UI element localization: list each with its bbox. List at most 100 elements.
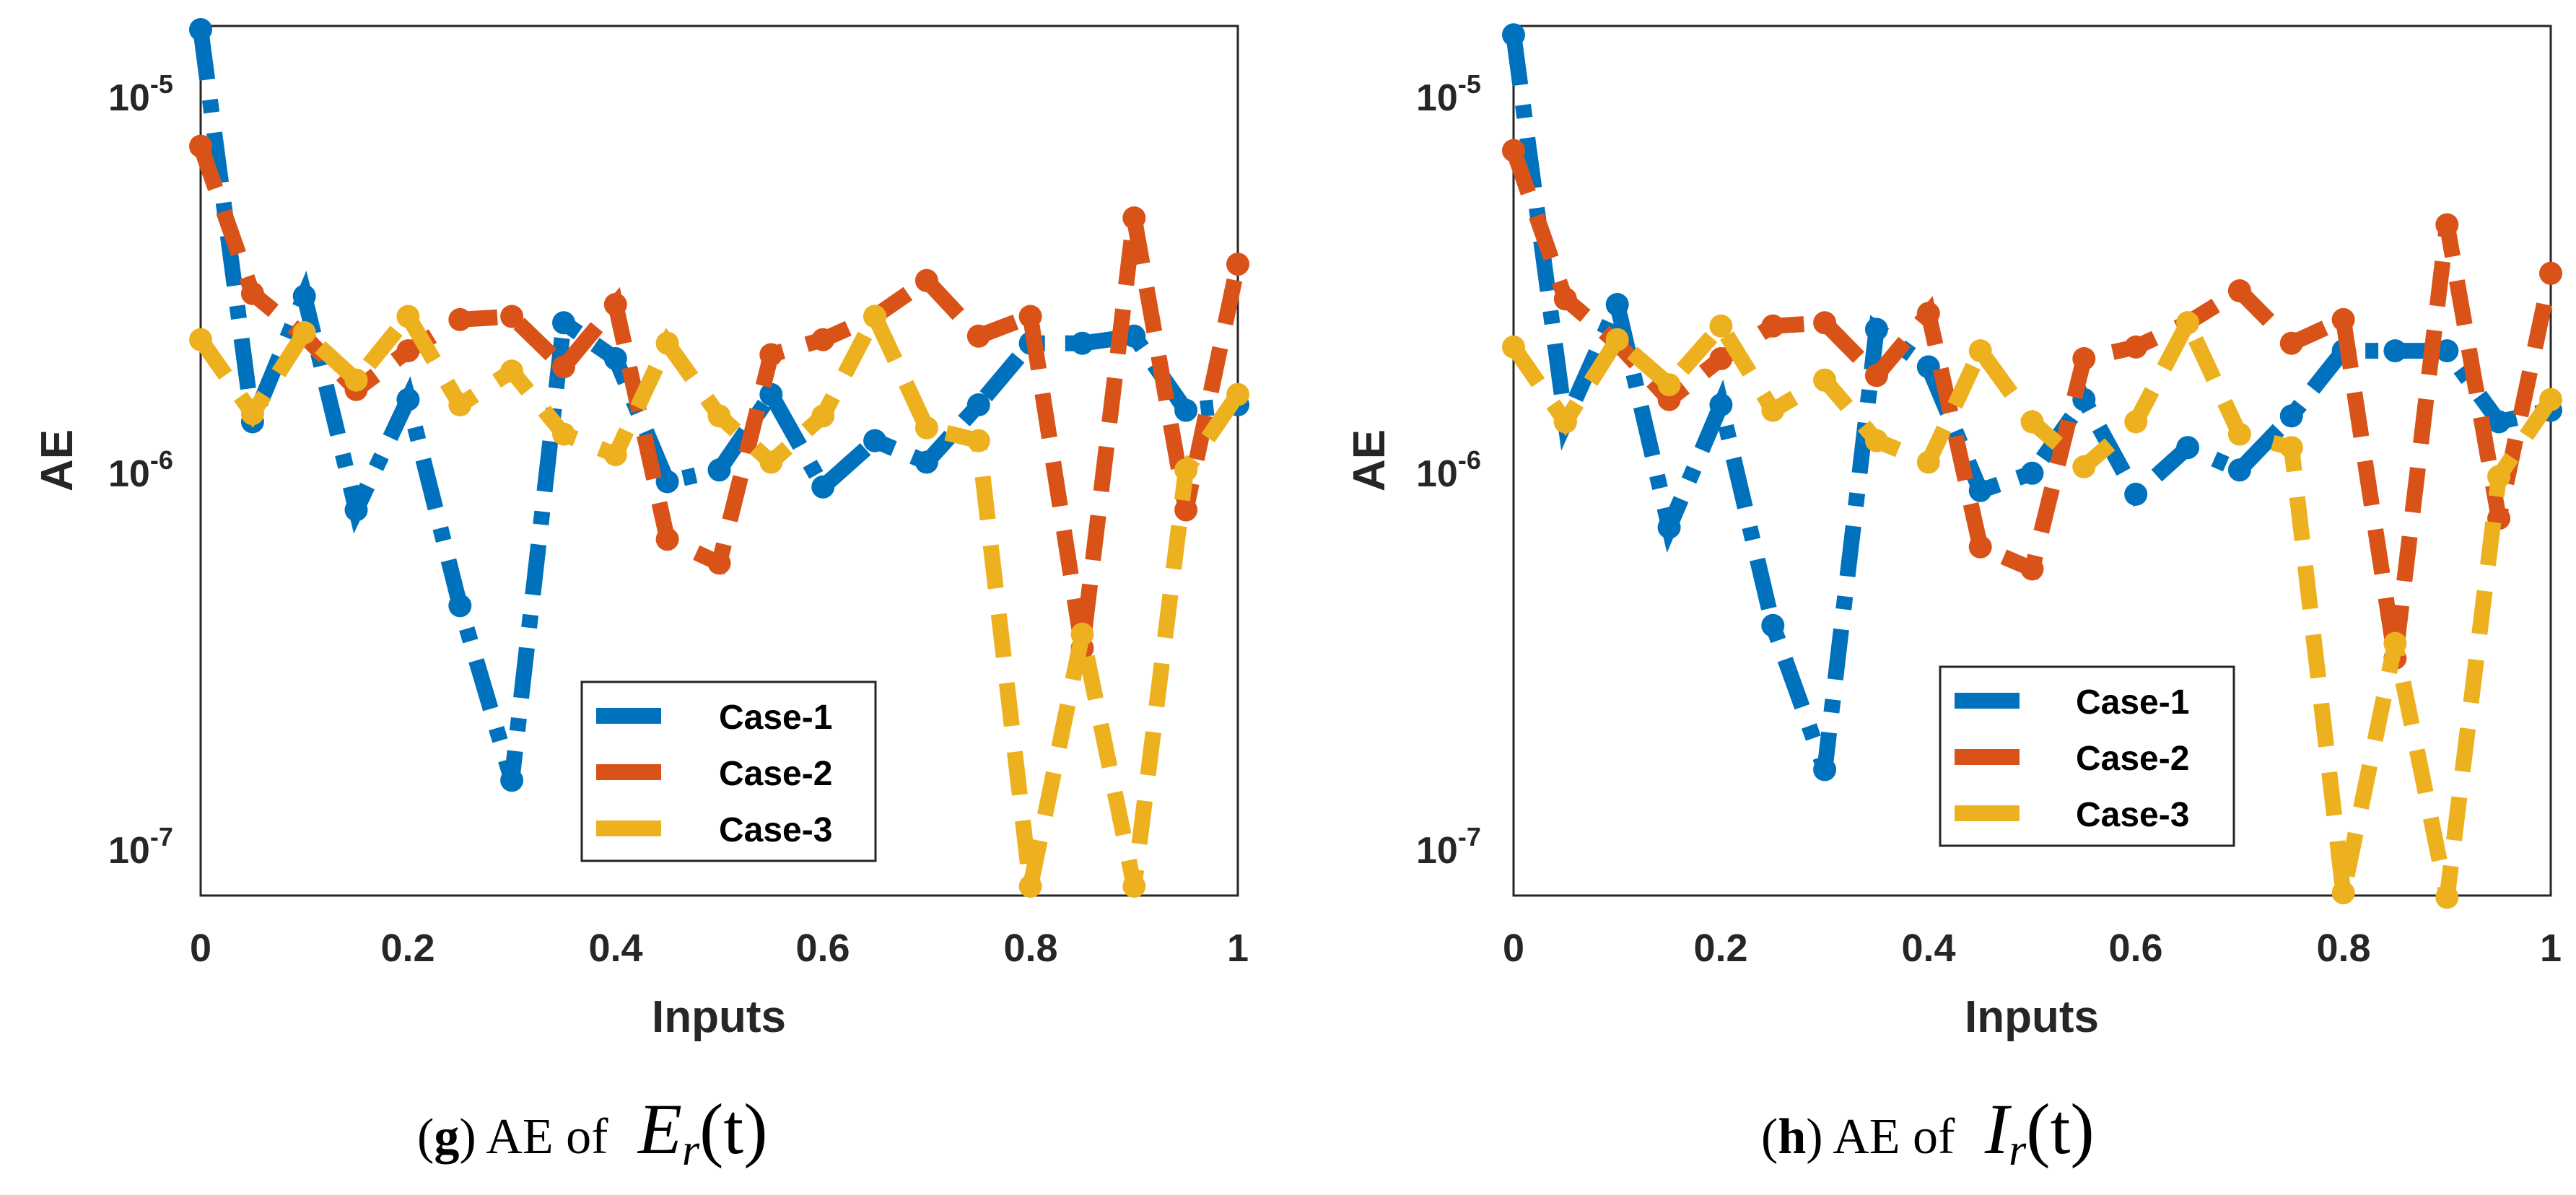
data-point-case-1 [2435, 339, 2459, 363]
data-point-case-2 [396, 339, 420, 363]
data-point-case-2 [707, 551, 731, 575]
data-point-case-2 [189, 134, 212, 158]
data-point-case-1 [448, 594, 472, 618]
data-point-case-3 [966, 429, 990, 452]
data-point-case-3 [1018, 875, 1042, 898]
data-point-case-1 [344, 498, 368, 522]
x-axis-label-h: Inputs [1965, 992, 2099, 1042]
x-tick-labels-g: 0 0.2 0.4 0.6 0.8 1 [190, 927, 1249, 970]
data-point-case-2 [552, 355, 575, 379]
data-point-case-1 [966, 393, 990, 416]
x-tick-label: 1 [1227, 927, 1249, 970]
data-point-case-1 [2383, 339, 2407, 363]
caption-h: (h) AE of Ir(t) [1761, 1089, 2095, 1175]
data-point-case-3 [863, 305, 887, 328]
chart-panel-g: 10-7 10-6 10-5 0 0.2 0.4 0.6 0.8 1 Input… [32, 18, 1249, 1175]
data-point-case-3 [1553, 410, 1577, 434]
series-layer-h [1502, 23, 2562, 909]
series-layer-g [189, 18, 1249, 898]
legend-label-case-3: Case-3 [2076, 796, 2189, 834]
y-tick-label: 10-6 [1416, 445, 1481, 495]
data-point-case-3 [655, 331, 679, 355]
data-point-case-3 [707, 404, 731, 428]
legend-label-case-2: Case-2 [719, 755, 832, 793]
legend-label-case-2: Case-2 [2076, 740, 2189, 778]
y-axis-label-h: AE [1345, 429, 1394, 491]
data-point-case-1 [1813, 758, 1837, 782]
legend-item-case-2: Case-2 [1955, 740, 2189, 778]
x-tick-label: 0.2 [1693, 927, 1747, 970]
data-point-case-3 [1709, 314, 1733, 338]
data-point-case-2 [2072, 347, 2096, 370]
data-point-case-2 [1761, 314, 1785, 338]
data-point-case-1 [1761, 613, 1785, 637]
y-tick-label: 10-5 [108, 69, 173, 119]
data-point-case-3 [1122, 875, 1146, 898]
legend-h: Case-1 Case-2 Case-3 [1939, 665, 2235, 847]
chart-panel-h: 10-7 10-6 10-5 0 0.2 0.4 0.6 0.8 1 Input… [1345, 23, 2562, 1175]
data-point-case-3 [500, 359, 524, 383]
data-point-case-1 [292, 284, 316, 308]
data-point-case-3 [2539, 388, 2562, 411]
data-point-case-2 [2279, 331, 2303, 355]
data-point-case-3 [1916, 450, 1940, 474]
data-point-case-2 [1174, 498, 1198, 522]
y-tick-labels-g: 10-7 10-6 10-5 [108, 69, 173, 872]
data-point-case-1 [1709, 393, 1733, 416]
data-point-case-1 [552, 311, 575, 335]
data-point-case-2 [1018, 305, 1042, 328]
data-point-case-3 [1657, 373, 1681, 397]
data-point-case-1 [500, 769, 524, 792]
data-point-case-1 [2020, 461, 2044, 485]
data-point-case-3 [1070, 622, 1094, 646]
data-point-case-3 [1864, 429, 1888, 452]
data-point-case-3 [1226, 382, 1249, 406]
data-point-case-1 [1657, 515, 1681, 539]
data-point-case-3 [759, 450, 783, 474]
y-tick-label: 10-5 [1416, 69, 1481, 119]
data-point-case-2 [2227, 279, 2251, 302]
data-point-case-2 [2124, 335, 2148, 359]
data-point-case-3 [189, 328, 212, 351]
legend-label-case-1: Case-1 [2076, 683, 2189, 722]
x-tick-label: 0.4 [588, 927, 642, 970]
data-point-case-1 [1502, 23, 1525, 47]
data-point-case-2 [1226, 253, 1249, 276]
data-point-case-3 [603, 443, 627, 467]
data-point-case-2 [2020, 557, 2044, 581]
data-point-case-1 [1174, 398, 1198, 422]
data-point-case-1 [1070, 331, 1094, 355]
data-point-case-3 [344, 368, 368, 392]
data-point-case-2 [2435, 213, 2459, 237]
data-point-case-2 [1122, 206, 1146, 229]
legend-label-case-3: Case-3 [719, 811, 832, 849]
data-point-case-2 [1968, 535, 1992, 559]
data-point-case-2 [759, 343, 783, 367]
data-point-case-3 [2331, 881, 2355, 905]
data-point-case-2 [1864, 364, 1888, 388]
data-point-case-1 [1605, 293, 1629, 316]
caption-g: (g) AE of Er(t) [417, 1089, 768, 1175]
data-point-case-1 [914, 450, 938, 474]
data-point-case-1 [1968, 478, 1992, 502]
data-point-case-3 [1813, 368, 1837, 392]
x-tick-label: 0.6 [2108, 927, 2162, 970]
legend-item-case-3: Case-3 [1955, 796, 2189, 834]
x-tick-label: 1 [2540, 927, 2562, 970]
data-point-case-1 [396, 388, 420, 411]
data-point-case-3 [914, 416, 938, 439]
x-tick-label: 0.4 [1901, 927, 1955, 970]
data-point-case-2 [655, 528, 679, 551]
x-tick-label: 0.8 [2316, 927, 2370, 970]
data-point-case-3 [2020, 410, 2044, 434]
data-point-case-3 [1761, 398, 1785, 422]
data-point-case-1 [811, 475, 835, 499]
data-point-case-1 [2124, 482, 2148, 506]
data-point-case-1 [1864, 318, 1888, 341]
y-tick-label: 10-7 [108, 822, 173, 872]
data-point-case-3 [2279, 436, 2303, 460]
data-point-case-1 [707, 458, 731, 482]
x-tick-labels-h: 0 0.2 0.4 0.6 0.8 1 [1503, 927, 2562, 970]
series-line-case-1 [1506, 33, 2553, 773]
